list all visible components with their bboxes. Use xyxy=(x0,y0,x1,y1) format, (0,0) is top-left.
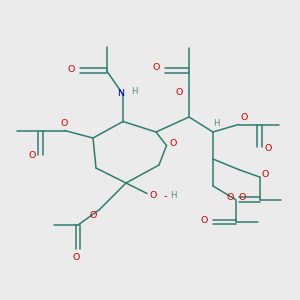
Text: O: O xyxy=(28,151,36,160)
Text: H: H xyxy=(170,191,177,200)
Text: N: N xyxy=(117,88,124,98)
Text: -: - xyxy=(163,191,167,201)
Text: O: O xyxy=(226,194,234,202)
Text: O: O xyxy=(60,119,68,128)
Text: H: H xyxy=(131,87,138,96)
Text: O: O xyxy=(169,140,177,148)
Text: O: O xyxy=(68,64,75,74)
Text: O: O xyxy=(238,193,246,202)
Text: O: O xyxy=(89,211,97,220)
Text: O: O xyxy=(73,253,80,262)
Text: H: H xyxy=(213,119,219,128)
Text: O: O xyxy=(262,169,269,178)
Text: O: O xyxy=(176,88,183,97)
Text: O: O xyxy=(201,216,208,225)
Text: O: O xyxy=(240,113,247,122)
Text: O: O xyxy=(153,63,160,72)
Text: O: O xyxy=(265,144,272,153)
Text: O: O xyxy=(150,191,157,200)
